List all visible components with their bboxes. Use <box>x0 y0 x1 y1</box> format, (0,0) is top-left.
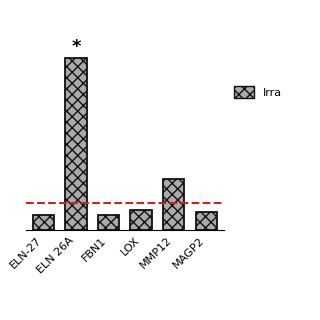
Bar <box>33 215 54 230</box>
Bar <box>163 179 184 230</box>
Legend: Irra: Irra <box>234 86 282 98</box>
Bar <box>98 215 119 230</box>
Bar <box>196 212 217 230</box>
Text: *: * <box>71 38 81 56</box>
Bar <box>66 59 87 230</box>
Bar <box>131 210 152 230</box>
